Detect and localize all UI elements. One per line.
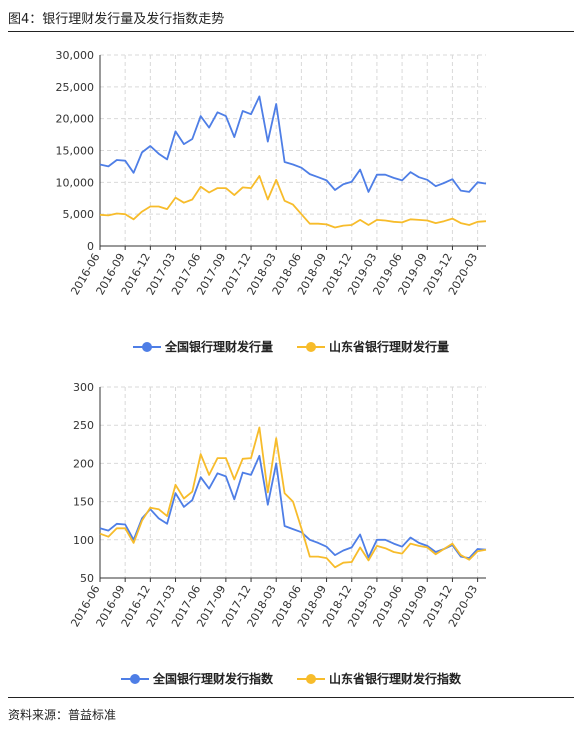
legend-item-national-index[interactable]: 全国银行理财发行指数 [120,670,273,687]
issuance-index-legend: 全国银行理财发行指数 山东省银行理财发行指数 [0,670,582,687]
source-note: 资料来源：普益标准 [8,708,117,722]
figure-title: 图4：银行理财发行量及发行指数走势 [8,12,225,27]
c1-y-tick-label-3: 15,000 [56,145,95,158]
c2-series-line-national [99,454,487,560]
legend-swatch-national-icon [132,341,161,352]
c2-y-tick-label-4: 250 [73,419,94,432]
issuance-volume-chart: 05,00010,00015,00020,00025,00030,0002016… [56,49,487,297]
c1-series-line-national [99,95,487,193]
c1-y-tick-label-6: 30,000 [56,49,95,62]
legend-label-national-index: 全国银行理财发行指数 [152,672,273,686]
c2-y-tick-label-2: 150 [73,496,94,509]
c2-y-tick-label-5: 300 [73,381,94,394]
legend-swatch-shandong-index-icon [297,673,325,684]
issuance-index-chart: 501001502002503002016-062016-092016-1220… [68,381,487,629]
legend-swatch-shandong-icon [297,341,325,352]
legend-swatch-national-index-icon [120,673,149,684]
c1-y-tick-label-1: 5,000 [63,208,95,221]
c2-y-tick-label-3: 200 [73,457,94,470]
c1-y-tick-label-4: 20,000 [56,113,95,126]
legend-item-shandong-index[interactable]: 山东省银行理财发行指数 [297,670,461,687]
legend-label-shandong-index: 山东省银行理财发行指数 [329,672,462,686]
c2-y-tick-label-1: 100 [73,534,94,547]
c1-series-line-shandong [99,175,487,229]
legend-item-national-volume[interactable]: 全国银行理财发行量 [132,338,273,355]
c2-series-line-shandong [99,426,487,569]
c1-y-tick-label-2: 10,000 [56,176,95,189]
legend-label-national-volume: 全国银行理财发行量 [164,340,273,354]
top-rule [8,31,574,32]
c1-y-tick-label-5: 25,000 [56,81,95,94]
legend-item-shandong-volume[interactable]: 山东省银行理财发行量 [297,338,449,355]
c2-y-tick-label-0: 50 [80,572,94,585]
issuance-volume-legend: 全国银行理财发行量 山东省银行理财发行量 [0,338,582,355]
c1-y-tick-label-0: 0 [87,240,94,253]
legend-label-shandong-volume: 山东省银行理财发行量 [329,340,450,354]
bottom-rule [8,697,574,698]
